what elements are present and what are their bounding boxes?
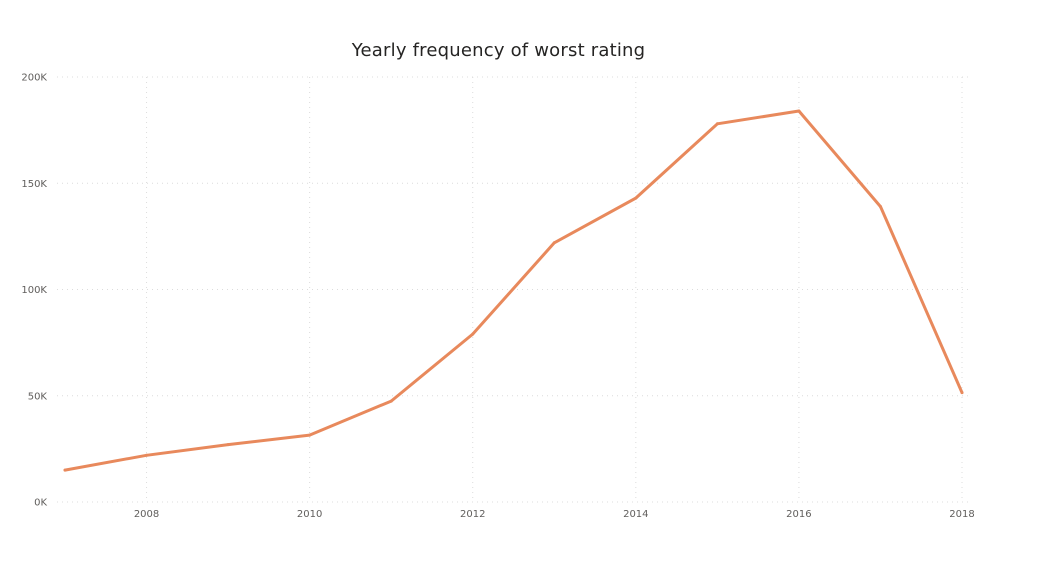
y-tick-label: 150K xyxy=(21,179,47,190)
data-point[interactable] xyxy=(389,399,393,403)
y-axis: 0K 50K 100K 150K 200K xyxy=(21,73,47,509)
data-point[interactable] xyxy=(715,122,719,126)
y-tick-label: 100K xyxy=(21,285,47,296)
series-line xyxy=(63,109,964,472)
data-point[interactable] xyxy=(878,205,882,209)
data-point[interactable] xyxy=(797,109,801,113)
x-tick-label: 2014 xyxy=(623,509,648,520)
x-tick-label: 2008 xyxy=(134,509,159,520)
data-point[interactable] xyxy=(552,241,556,245)
chart-title: Yearly frequency of worst rating xyxy=(351,40,646,61)
gridlines xyxy=(57,76,972,503)
data-point[interactable] xyxy=(308,433,312,437)
data-point[interactable] xyxy=(145,453,149,457)
data-point[interactable] xyxy=(471,332,475,336)
x-tick-label: 2016 xyxy=(786,509,811,520)
x-tick-label: 2018 xyxy=(949,509,974,520)
x-tick-label: 2012 xyxy=(460,509,485,520)
data-point[interactable] xyxy=(63,468,67,472)
data-point[interactable] xyxy=(226,443,230,447)
y-tick-label: 0K xyxy=(34,498,47,509)
x-tick-label: 2010 xyxy=(297,509,322,520)
y-tick-label: 200K xyxy=(21,73,47,84)
series-layer xyxy=(63,109,964,472)
data-point[interactable] xyxy=(960,391,964,395)
x-axis: 2008 2010 2012 2014 2016 2018 xyxy=(134,509,975,520)
y-tick-label: 50K xyxy=(28,391,48,402)
data-point[interactable] xyxy=(634,196,638,200)
